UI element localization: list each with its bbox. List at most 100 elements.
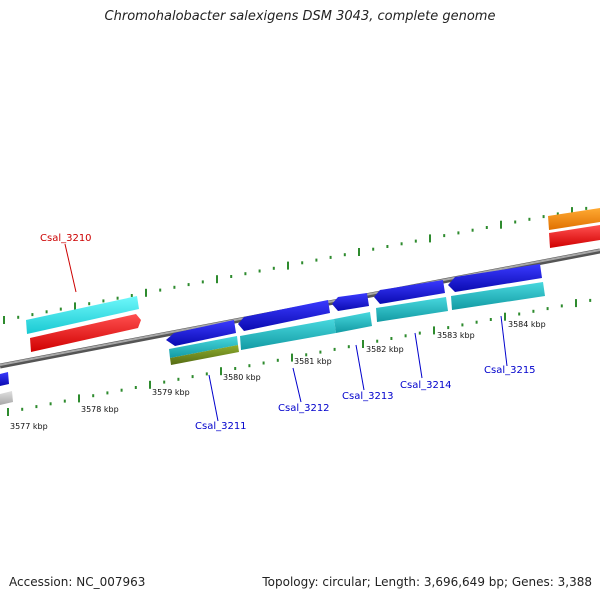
gene-label-csal-3212[interactable]: Csal_3212 [278, 403, 330, 414]
gene-feature-grey-left-edge[interactable] [0, 391, 13, 405]
gene-feature-csal-3213-blue[interactable] [332, 293, 369, 311]
upper-scale-minor-tick [301, 261, 304, 265]
lower-scale-minor-tick [205, 372, 208, 376]
lower-scale-minor-tick [560, 304, 563, 308]
lower-scale-ticks [7, 298, 592, 416]
upper-scale-major-tick [145, 288, 147, 297]
gene-feature-cyan-5[interactable] [376, 297, 448, 322]
upper-scale-minor-tick [159, 288, 162, 292]
scale-label-3580: 3580 kbp [223, 373, 261, 382]
upper-scale-minor-tick [230, 275, 233, 278]
lower-scale-minor-tick [276, 358, 279, 362]
upper-scale-minor-tick [244, 272, 247, 276]
lower-scale-major-tick [149, 380, 151, 389]
lower-scale-minor-tick [475, 320, 478, 324]
gene-feature-csal-3211-blue[interactable] [166, 320, 236, 346]
upper-scale-major-tick [287, 261, 289, 270]
lower-scale-minor-tick [376, 339, 379, 343]
scale-label-3582: 3582 kbp [366, 345, 404, 354]
gene-feature-csal-3215-blue[interactable] [448, 264, 542, 292]
upper-scale-minor-tick [45, 310, 48, 314]
gene-feature-olive[interactable] [170, 345, 239, 365]
map-title: Chromohalobacter salexigens DSM 3043, co… [104, 9, 496, 24]
gene-feature-red-1[interactable] [30, 314, 141, 352]
upper-scale-minor-tick [102, 299, 105, 303]
lower-scale-major-tick [291, 353, 293, 362]
lower-scale-major-tick [362, 340, 364, 348]
lower-scale-minor-tick [106, 391, 109, 395]
gene-feature-orange[interactable] [548, 208, 600, 230]
lower-scale-major-tick [7, 408, 9, 416]
scale-label-3584: 3584 kbp [508, 320, 546, 329]
gene-labels: Csal_3210 Csal_3211 Csal_3212 Csal_3213 … [40, 233, 536, 432]
upper-scale-major-tick [571, 207, 573, 216]
gene-label-csal-3211[interactable]: Csal_3211 [195, 421, 247, 432]
gene-feature-cyan-3[interactable] [240, 319, 336, 350]
lower-scale-minor-tick [546, 307, 549, 311]
upper-scale-minor-tick [542, 215, 545, 219]
lower-scale-minor-tick [92, 394, 95, 398]
accession-text: Accession: NC_007963 [9, 575, 146, 589]
upper-scale-minor-tick [414, 239, 417, 243]
gene-label-csal-3210[interactable]: Csal_3210 [40, 233, 92, 244]
upper-scale-major-tick [216, 275, 218, 284]
upper-scale-minor-tick [528, 217, 531, 221]
gene-leader-lines [64, 243, 508, 422]
gene-label-csal-3214[interactable]: Csal_3214 [400, 380, 452, 391]
lower-scale-minor-tick [305, 353, 308, 357]
lower-scale-minor-tick [63, 399, 66, 403]
leader-line-csal-3214 [414, 332, 423, 379]
lower-scale-minor-tick [418, 331, 421, 335]
gene-label-csal-3215[interactable]: Csal_3215 [484, 365, 536, 376]
scale-label-3583: 3583 kbp [437, 331, 475, 340]
upper-scale-minor-tick [116, 296, 119, 300]
scale-label-3577: 3577 kbp [10, 422, 48, 431]
lower-scale-minor-tick [447, 326, 450, 330]
lower-scale-minor-tick [518, 312, 521, 316]
genome-summary-text: Topology: circular; Length: 3,696,649 bp… [262, 575, 592, 589]
upper-scale-ticks [3, 206, 588, 324]
lower-scale-major-tick [575, 299, 577, 308]
gene-feature-cyan-6[interactable] [451, 282, 545, 310]
gene-feature-cyan-4[interactable] [334, 312, 372, 333]
upper-scale-major-tick [3, 316, 5, 324]
lower-scale-minor-tick [532, 309, 535, 313]
upper-scale-minor-tick [130, 294, 133, 297]
gene-feature-csal-3210-cyan[interactable] [26, 296, 139, 334]
upper-scale-minor-tick [59, 307, 62, 311]
lower-scale-minor-tick [120, 388, 123, 392]
upper-scale-minor-tick [88, 302, 91, 306]
leader-line-csal-3213 [355, 344, 365, 391]
scale-label-3578: 3578 kbp [81, 405, 119, 414]
gene-label-csal-3213[interactable]: Csal_3213 [342, 391, 394, 402]
upper-scale-minor-tick [315, 258, 318, 262]
lower-scale-major-tick [433, 326, 435, 335]
lower-scale-minor-tick [319, 350, 322, 354]
lower-scale-minor-tick [461, 323, 464, 327]
upper-scale-major-tick [358, 248, 360, 256]
gene-feature-csal-3214-blue[interactable] [374, 280, 445, 304]
gene-feature-blue-left-edge[interactable] [0, 372, 9, 386]
scale-label-3579: 3579 kbp [152, 388, 190, 397]
upper-scale-minor-tick [443, 234, 446, 238]
lower-scale-major-tick [78, 394, 80, 403]
lower-scale-minor-tick [333, 347, 336, 351]
lower-scale-minor-tick [262, 361, 265, 365]
upper-scale-minor-tick [201, 280, 204, 284]
upper-scale-minor-tick [514, 220, 517, 224]
lower-scale-minor-tick [234, 367, 237, 370]
gene-feature-csal-3212-blue[interactable] [238, 300, 330, 331]
lower-scale-minor-tick [404, 334, 407, 338]
upper-scale-minor-tick [386, 245, 389, 248]
gene-feature-cyan-2[interactable] [169, 336, 238, 358]
lower-scale-minor-tick [347, 345, 350, 349]
upper-scale-major-tick [500, 220, 502, 229]
lower-scale-minor-tick [134, 386, 137, 389]
lower-scale-minor-tick [390, 337, 393, 340]
upper-scale-minor-tick [31, 313, 34, 317]
leader-line-csal-3211 [208, 374, 219, 422]
lower-scale-minor-tick [21, 407, 24, 411]
gene-feature-red-2[interactable] [549, 225, 600, 248]
